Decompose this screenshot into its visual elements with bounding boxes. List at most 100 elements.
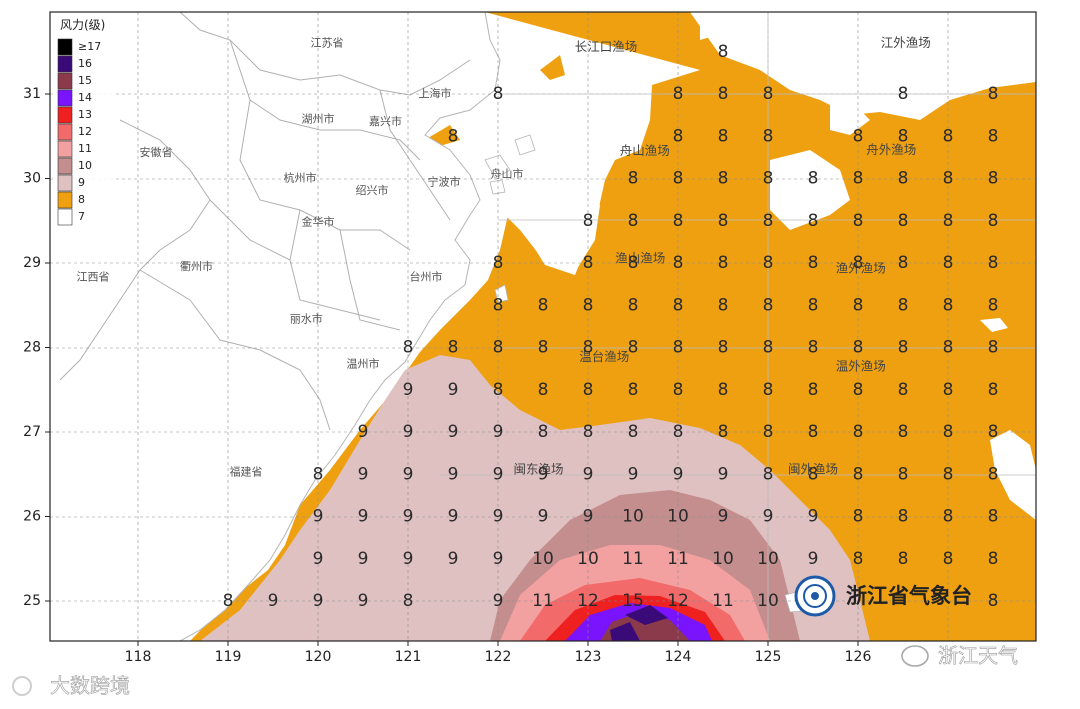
longitude-tick-label: 124 <box>665 649 692 665</box>
wind-force-value: 9 <box>538 507 549 527</box>
wind-force-value: 9 <box>673 464 684 484</box>
latitude-tick-label: 31 <box>23 86 41 102</box>
wind-force-value: 8 <box>628 295 639 315</box>
wind-force-value: 8 <box>898 338 909 358</box>
wind-force-value: 9 <box>358 549 369 569</box>
wind-force-value: 8 <box>673 338 684 358</box>
land-mainland <box>50 12 501 641</box>
wind-force-value: 8 <box>808 338 819 358</box>
wind-force-value: 8 <box>673 253 684 273</box>
wind-force-value: 8 <box>898 422 909 442</box>
latitude-tick-label: 27 <box>23 424 41 440</box>
wind-force-value: 15 <box>622 591 644 611</box>
wind-force-value: 8 <box>988 549 999 569</box>
wind-force-value: 9 <box>403 380 414 400</box>
wind-force-value: 8 <box>493 338 504 358</box>
wind-force-value: 8 <box>988 253 999 273</box>
wind-force-value: 10 <box>622 507 644 527</box>
wind-force-value: 8 <box>673 126 684 146</box>
wind-force-value: 9 <box>493 549 504 569</box>
admin-boundaries <box>59 12 471 431</box>
wind-force-labels: 8 8 8 8 8 8 8 8 8 8 8 8 8 8 8 8 8 8 8 8 8 8 8 8 8 8 8 8 8 8 8 8 8 8 8 8 8 8 8 8… <box>223 42 999 611</box>
legend: 风力(级) ≥17 16 15 14 13 12 11 10 9 8 7 <box>53 14 115 234</box>
wind-force-value: 10 <box>577 549 599 569</box>
wind-force-value: 8 <box>808 464 819 484</box>
wind-force-value: 11 <box>667 549 689 569</box>
wind-force-value: 8 <box>583 338 594 358</box>
wind-force-value: 9 <box>268 591 279 611</box>
calm-hole-mid <box>770 150 850 230</box>
wind-force-value: 9 <box>403 549 414 569</box>
wind-force-value: 8 <box>718 422 729 442</box>
latitude-tick-label: 25 <box>23 593 41 609</box>
wind-force-value: 8 <box>403 591 414 611</box>
wind-force-value: 8 <box>988 380 999 400</box>
legend-swatch <box>57 174 73 192</box>
wind-force-value: 8 <box>988 591 999 611</box>
place-label: 福建省 <box>230 465 263 479</box>
wind-force-value: 9 <box>448 507 459 527</box>
calm-hole-north <box>690 12 1036 120</box>
wind-force-value: 8 <box>673 295 684 315</box>
wind-force-value: 8 <box>808 169 819 189</box>
wind-force-value: 8 <box>628 211 639 231</box>
footer-left-text: 大数跨境 <box>50 674 130 698</box>
wind-force-value: 8 <box>898 464 909 484</box>
wind-force-value: 8 <box>718 42 729 62</box>
wind-force-value: 8 <box>583 295 594 315</box>
calm-hole-east <box>830 105 870 135</box>
wind-force-value: 11 <box>712 591 734 611</box>
fishing-zone-label: 长江口渔场 <box>575 39 638 54</box>
wind-force-value: 8 <box>763 126 774 146</box>
wind-force-value: 8 <box>538 338 549 358</box>
wind-force-value: 8 <box>628 338 639 358</box>
wind-force-value: 8 <box>853 549 864 569</box>
wind-force-value: 8 <box>898 84 909 104</box>
wind-force-value: 8 <box>808 253 819 273</box>
legend-label: 14 <box>78 91 92 104</box>
wechat-icon <box>901 645 929 667</box>
wind-force-value: 9 <box>448 549 459 569</box>
wind-force-value: 8 <box>898 507 909 527</box>
wind-force-value: 9 <box>763 507 774 527</box>
fishing-zone-label: 温台渔场 <box>579 349 629 364</box>
wind-force-value: 8 <box>943 169 954 189</box>
wind-force-value: 12 <box>667 591 689 611</box>
wind-force-value: 8 <box>763 211 774 231</box>
fishing-zone-boundaries <box>440 12 1036 641</box>
wind-force-value: 9 <box>808 549 819 569</box>
legend-label: 8 <box>78 193 85 206</box>
wind-force-value: 8 <box>853 422 864 442</box>
wind-force-value: 8 <box>988 126 999 146</box>
place-label: 金华市 <box>302 214 335 228</box>
wind-force-value: 8 <box>763 338 774 358</box>
wind-force-value: 9 <box>718 464 729 484</box>
wind-force-value: 9 <box>493 422 504 442</box>
fishing-zone-label: 江外渔场 <box>881 35 931 50</box>
longitude-tick-label: 118 <box>125 649 152 665</box>
wind-force-value: 8 <box>493 253 504 273</box>
wind-force-value: 9 <box>538 464 549 484</box>
wind-force-value: 8 <box>223 591 234 611</box>
wind-area-8-islet <box>428 125 460 146</box>
wind-force-value: 8 <box>718 380 729 400</box>
wind-force-value: 8 <box>988 211 999 231</box>
wind-force-value: 8 <box>808 380 819 400</box>
legend-swatch <box>57 106 73 124</box>
wind-force-value: 8 <box>718 338 729 358</box>
wind-force-value: 8 <box>583 380 594 400</box>
legend-label: 16 <box>78 57 92 70</box>
legend-label: 9 <box>78 176 85 189</box>
wind-force-value: 8 <box>583 422 594 442</box>
longitude-tick-label: 122 <box>485 649 512 665</box>
wind-force-value: 11 <box>532 591 554 611</box>
wind-force-value: 8 <box>538 295 549 315</box>
wind-force-value: 9 <box>358 464 369 484</box>
wind-force-value: 10 <box>757 591 779 611</box>
agency-name: 浙江省气象台 <box>846 584 972 608</box>
wind-force-value: 10 <box>667 507 689 527</box>
wind-force-value: 8 <box>538 422 549 442</box>
fishing-zone-label: 闽外渔场 <box>788 462 838 477</box>
wind-force-value: 8 <box>673 380 684 400</box>
